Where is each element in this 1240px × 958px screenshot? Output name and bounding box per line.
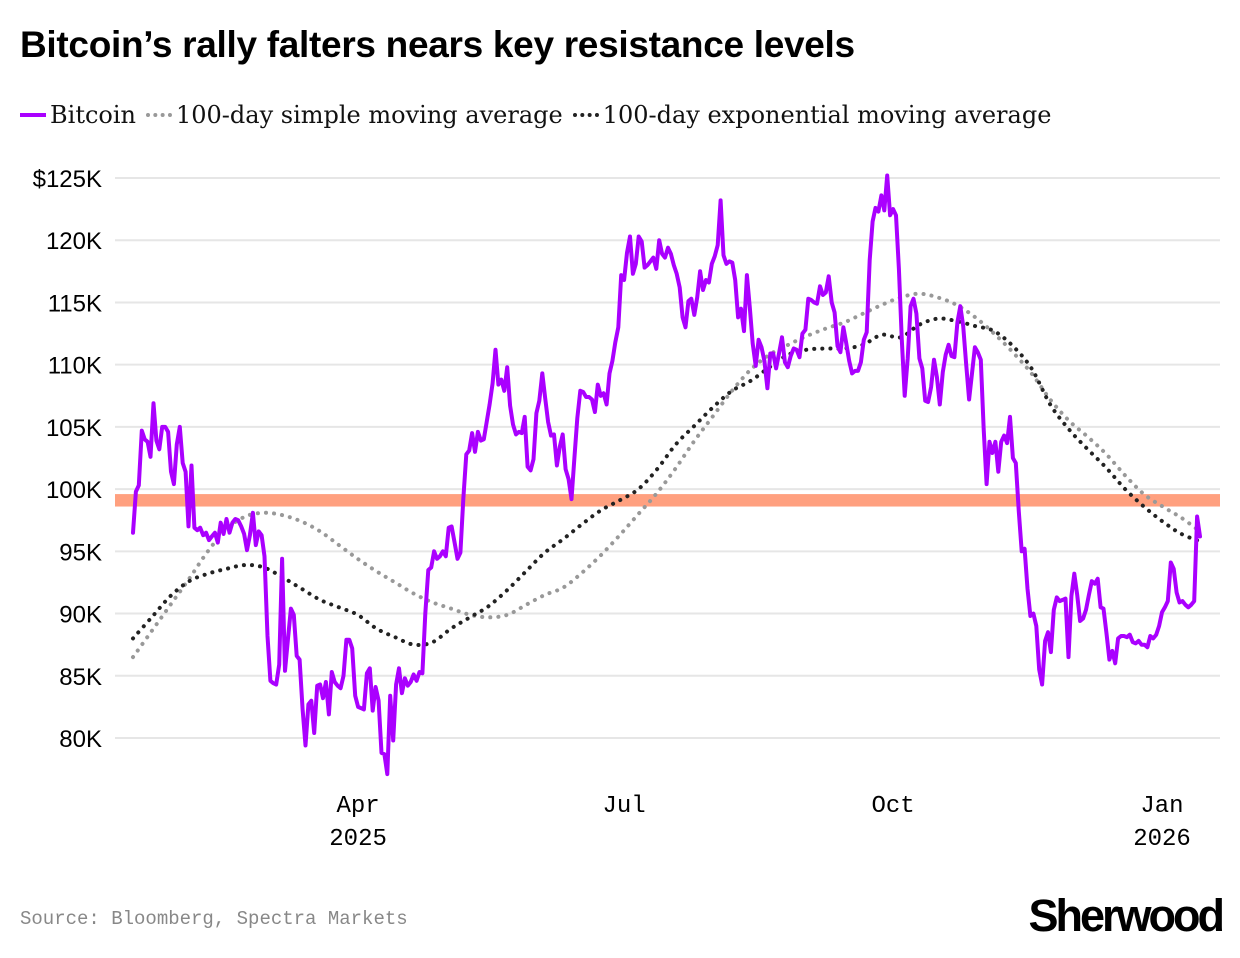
legend-swatch-bitcoin [20, 113, 46, 117]
y-axis-ticks: $125K 120K 115K 110K 105K 100K 95K 90K 85K 80K [33, 166, 102, 753]
legend-item-bitcoin: Bitcoin [20, 101, 136, 129]
y-tick-label: 95K [59, 539, 102, 566]
legend-item-ema: 100-day exponential moving average [572, 101, 1052, 129]
legend-item-sma: 100-day simple moving average [145, 101, 563, 129]
y-tick-label: 80K [59, 726, 102, 753]
x-tick-label: Jan [1140, 793, 1183, 820]
legend: Bitcoin 100-day simple moving average 10… [20, 101, 1061, 129]
y-tick-label: 90K [59, 602, 102, 629]
series-bitcoin [131, 173, 1202, 777]
y-tick-label: 110K [48, 353, 102, 380]
brand-logo: Sherwood [1028, 890, 1225, 941]
resistance-band [115, 494, 1220, 507]
y-tick-label: 115K [48, 290, 102, 317]
y-tick-label: 85K [59, 664, 102, 691]
series-ema [131, 316, 1202, 648]
x-axis-ticks: Apr 2025 Jul Oct Jan 2026 [329, 793, 1191, 853]
y-tick-label: $125K [33, 166, 102, 193]
chart-title: Bitcoin’s rally falters nears key resist… [20, 24, 855, 65]
legend-label-ema: 100-day exponential moving average [602, 101, 1052, 129]
gridlines [115, 177, 1220, 739]
x-tick-label: Jul [603, 793, 646, 820]
resistance-band-layer [115, 494, 1220, 507]
y-tick-label: 100K [46, 477, 102, 504]
legend-swatch-sma [145, 113, 172, 117]
source-note: Source: Bloomberg, Spectra Markets [20, 908, 408, 930]
x-tick-year-label: 2026 [1133, 826, 1191, 853]
y-tick-label: 105K [46, 415, 102, 442]
legend-label-bitcoin: Bitcoin [50, 101, 136, 129]
series-layer [131, 173, 1202, 777]
y-tick-label: 120K [46, 228, 102, 255]
legend-swatch-ema [572, 113, 599, 117]
legend-label-sma: 100-day simple moving average [175, 101, 563, 129]
x-tick-year-label: 2025 [329, 826, 387, 853]
x-tick-label: Oct [871, 793, 914, 820]
series-sma [131, 291, 1202, 660]
x-tick-label: Apr [336, 793, 379, 820]
